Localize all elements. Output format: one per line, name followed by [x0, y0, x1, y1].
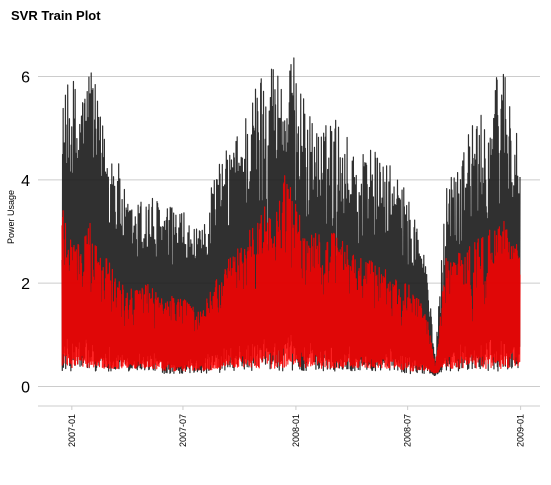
chart-title: SVR Train Plot — [11, 8, 101, 23]
y-axis-label: Power Usage — [6, 190, 16, 244]
series-line — [61, 175, 521, 374]
y-tick-label: 2 — [21, 276, 30, 293]
x-tick-label: 2009-01 — [516, 414, 526, 447]
series-predicted — [61, 175, 521, 374]
x-tick-label: 2008-07 — [403, 414, 413, 447]
x-tick-label: 2007-07 — [178, 414, 188, 447]
series-layer — [61, 57, 521, 377]
axes: 0 2 4 6 2007-01 2007-07 2008-01 2008-07 2009-01 — [21, 70, 540, 447]
x-tick-label: 2007-01 — [67, 414, 77, 447]
x-tick-label: 2008-01 — [291, 414, 301, 447]
y-tick-label: 6 — [21, 70, 30, 87]
y-tick-label: 0 — [21, 380, 30, 397]
y-tick-label: 4 — [21, 173, 30, 190]
